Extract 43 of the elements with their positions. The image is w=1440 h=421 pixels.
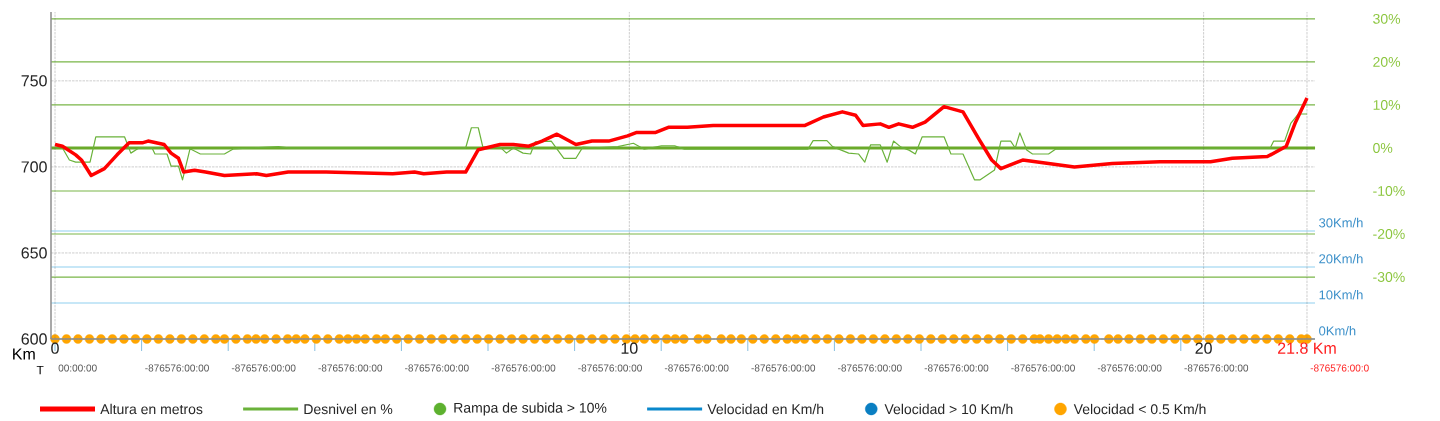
legend-label: Altura en metros — [100, 403, 203, 415]
text: -876576:00:00 — [231, 364, 296, 372]
y2-tick-label: -10% — [1373, 186, 1405, 196]
text: -876576:00:00 — [491, 364, 556, 372]
text: -876576:00:0 — [1310, 364, 1369, 372]
legend-label: Velocidad < 0.5 Km/h — [1073, 403, 1206, 415]
text: -876576:00:00 — [838, 364, 902, 372]
text: -876576:00:00 — [578, 364, 642, 372]
legend-label: Rampa de subida > 10% — [454, 402, 607, 416]
text: -876576:00:00 — [924, 364, 989, 372]
x-tick-label: 10 — [621, 342, 638, 354]
y3-tick-label: 30Km/h — [1319, 217, 1363, 228]
text: -876576:00:00 — [318, 364, 383, 372]
text: -876576:00:00 — [145, 364, 209, 372]
y-tick-label: 700 — [21, 161, 47, 173]
y3-tick-label: 10Km/h — [1319, 289, 1363, 300]
text: -876576:00:00 — [405, 364, 469, 372]
text: -876576:00:00 — [751, 364, 816, 372]
y2-tick-label: 10% — [1373, 99, 1401, 110]
text: 00:00:00 — [58, 364, 97, 372]
text: -876576:00:00 — [664, 364, 729, 372]
y2-tick-label: 0% — [1373, 143, 1393, 153]
x-axis-title: Km — [13, 348, 35, 360]
y3-tick-label: 0Km/h — [1319, 325, 1356, 336]
y2-tick-label: 30% — [1373, 13, 1401, 24]
x-tick-label: 21.8 Km — [1278, 342, 1336, 354]
legend-label: Velocidad en Km/h — [707, 403, 824, 415]
y-tick-label: 750 — [21, 75, 47, 87]
text: -876576:00:00 — [1011, 364, 1075, 372]
legend-label: Velocidad > 10 Km/h — [884, 403, 1013, 415]
y-tick-label: 650 — [21, 247, 47, 259]
x2-axis-title: T — [36, 365, 44, 375]
line-series — [54, 113, 1308, 181]
y2-tick-label: -20% — [1373, 229, 1405, 239]
legend-label: Desnivel en % — [304, 403, 393, 415]
y3-tick-label: 20Km/h — [1319, 253, 1363, 264]
text: -876576:00:00 — [1097, 364, 1162, 372]
x-tick-label: 20 — [1195, 342, 1212, 354]
y2-tick-label: 20% — [1373, 56, 1401, 67]
text: -876576:00:00 — [1184, 364, 1249, 372]
y2-tick-label: -30% — [1373, 272, 1405, 282]
x-tick-label: 0 — [51, 342, 59, 354]
y-tick-label: 600 — [21, 333, 47, 345]
